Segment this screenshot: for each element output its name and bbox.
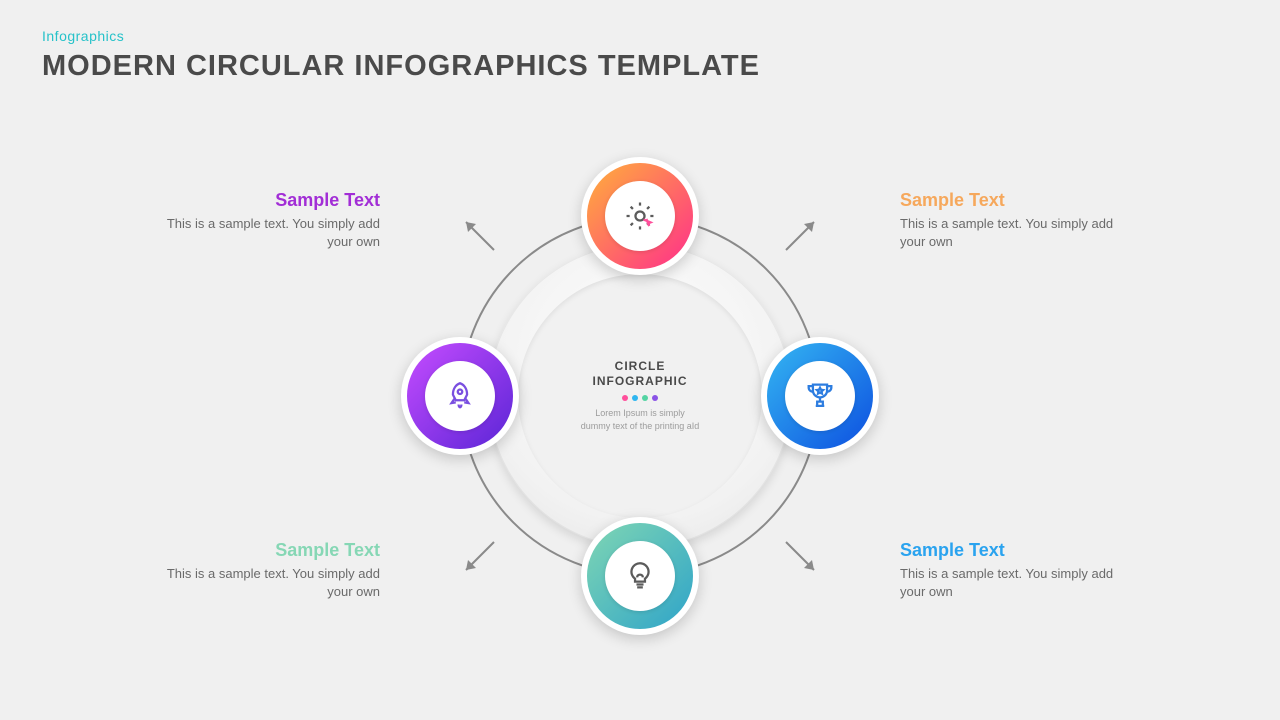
trophy-icon (803, 379, 837, 413)
bulb-icon (623, 559, 657, 593)
node-right (761, 337, 879, 455)
node-left (401, 337, 519, 455)
node-top (581, 157, 699, 275)
label-top-left: Sample Text This is a sample text. You s… (160, 190, 380, 251)
node-bottom (581, 517, 699, 635)
label-desc: This is a sample text. You simply add yo… (900, 565, 1120, 601)
center-content: CIRCLE INFOGRAPHIC Lorem Ipsum is simply… (535, 291, 745, 501)
overline: Infographics (42, 28, 1238, 44)
center-dots (622, 395, 658, 401)
center-title: CIRCLE INFOGRAPHIC (593, 359, 688, 389)
label-bottom-right: Sample Text This is a sample text. You s… (900, 540, 1120, 601)
rocket-icon (443, 379, 477, 413)
label-bottom-left: Sample Text This is a sample text. You s… (160, 540, 380, 601)
label-top-right: Sample Text This is a sample text. You s… (900, 190, 1120, 251)
header: Infographics MODERN CIRCULAR INFOGRAPHIC… (0, 0, 1280, 83)
gear-icon (623, 199, 657, 233)
label-title: Sample Text (160, 540, 380, 561)
page-title: MODERN CIRCULAR INFOGRAPHICS TEMPLATE (42, 50, 1238, 83)
label-title: Sample Text (160, 190, 380, 211)
label-title: Sample Text (900, 190, 1120, 211)
label-desc: This is a sample text. You simply add yo… (160, 215, 380, 251)
label-desc: This is a sample text. You simply add yo… (900, 215, 1120, 251)
center-desc: Lorem Ipsum is simply dummy text of the … (580, 407, 700, 432)
label-title: Sample Text (900, 540, 1120, 561)
label-desc: This is a sample text. You simply add yo… (160, 565, 380, 601)
circular-diagram: CIRCLE INFOGRAPHIC Lorem Ipsum is simply… (460, 216, 820, 576)
